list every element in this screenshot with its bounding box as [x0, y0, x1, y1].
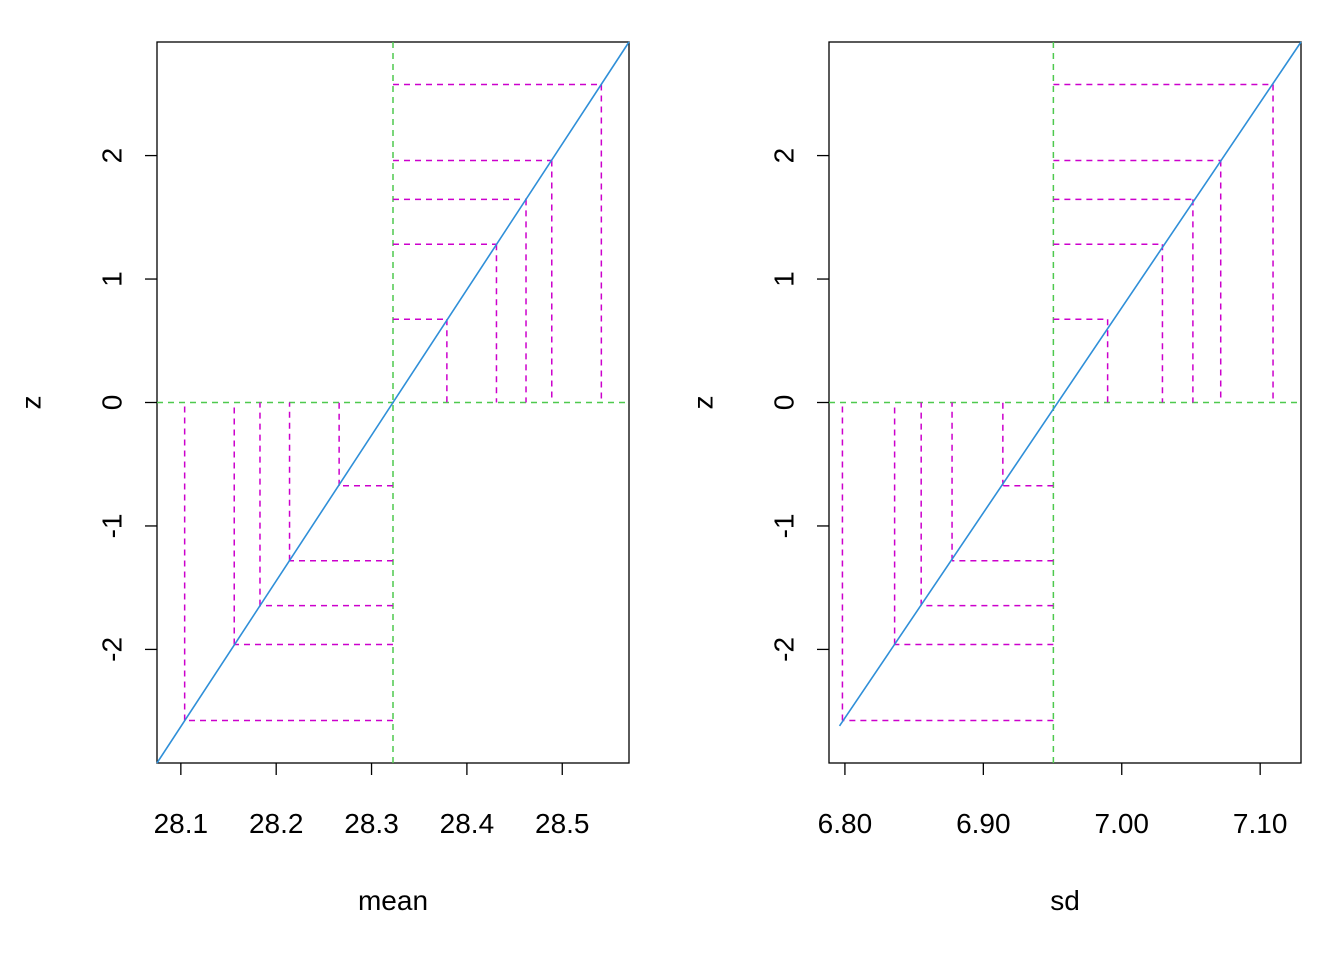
x-tick-label: 28.2: [249, 808, 304, 839]
sd-panel: 6.80 6.90 7.00 7.10 -2 -1 0 1 2 sd z: [688, 41, 1302, 916]
y-axis-title: z: [16, 396, 47, 410]
y-tick-label: 0: [769, 395, 800, 411]
y-tick-label: 1: [769, 271, 800, 287]
x-tick-label: 28.3: [344, 808, 399, 839]
y-tick-label: 2: [769, 148, 800, 164]
y-axis-title: z: [688, 396, 719, 410]
y-tick-label: -2: [769, 637, 800, 662]
y-tick-label: 0: [97, 395, 128, 411]
x-tick-label: 6.80: [818, 808, 873, 839]
x-axis-title: sd: [1050, 885, 1080, 916]
y-tick-label: 1: [97, 271, 128, 287]
x-tick-label: 28.4: [440, 808, 495, 839]
y-tick-label: -2: [97, 637, 128, 662]
y-tick-label: -1: [97, 514, 128, 539]
x-tick-label: 7.10: [1233, 808, 1288, 839]
mean-panel: 28.1 28.2 28.3 28.4 28.5 -2 -1 0 1 2 mean z: [16, 41, 630, 916]
x-tick-label: 6.90: [956, 808, 1011, 839]
series-line: [838, 41, 1302, 727]
y-tick-label: 2: [97, 148, 128, 164]
y-tick-label: -1: [769, 514, 800, 539]
x-tick-label: 28.1: [154, 808, 209, 839]
x-axis-title: mean: [358, 885, 428, 916]
series-line: [156, 41, 630, 764]
x-tick-label: 7.00: [1095, 808, 1150, 839]
x-tick-label: 28.5: [535, 808, 590, 839]
